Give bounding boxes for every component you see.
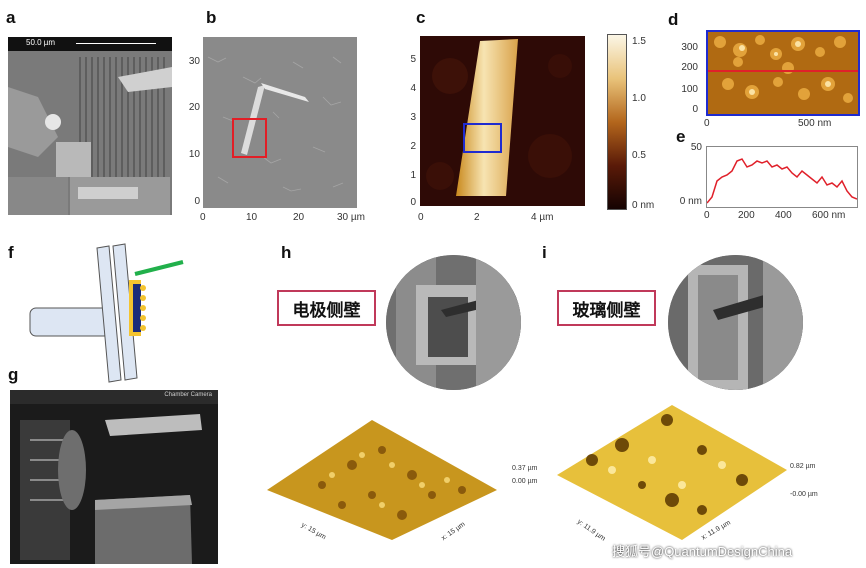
panel-i-z-bottom: -0.00 µm — [790, 491, 818, 498]
panel-e-xtick: 600 nm — [812, 210, 846, 221]
panel-a-sem-image: 50.0 µm — [8, 37, 172, 215]
panel-b-label: b — [206, 8, 217, 27]
panel-c-label: c — [416, 8, 426, 27]
panel-e-ytick: 0 nm — [679, 196, 702, 207]
panel-g-label: g — [8, 365, 19, 384]
panel-c-ytick: 1 — [410, 170, 416, 181]
panel-h-sem-circle — [386, 255, 521, 390]
panel-c-xtick: 0 — [418, 212, 424, 223]
panel-h-z-top: 0.37 µm — [512, 465, 538, 472]
panel-g-camera-image: Chamber Camera — [10, 390, 218, 564]
panel-c-xtick: 4 µm — [531, 212, 554, 223]
panel-b-xtick: 0 — [200, 212, 206, 223]
panel-a-scale-bar — [76, 43, 156, 44]
panel-d-xtick: 500 nm — [798, 118, 832, 129]
panel-d-ytick: 300 — [681, 42, 698, 53]
panel-e-xtick: 400 — [775, 210, 792, 221]
panel-c-xtick: 2 — [474, 212, 480, 223]
panel-b-xtick: 20 — [293, 212, 305, 223]
watermark: 搜狐号@QuantumDesignChina — [612, 544, 793, 559]
panel-c-ytick: 2 — [410, 141, 416, 152]
panel-g-camera-title: Chamber Camera — [164, 392, 212, 398]
panel-e-profile — [706, 146, 858, 208]
panel-d-label: d — [668, 10, 679, 29]
panel-e-xtick: 200 — [738, 210, 755, 221]
panel-b-ytick: 30 — [188, 56, 200, 67]
panel-d-xtick: 0 — [704, 118, 710, 129]
panel-h-z-bottom: 0.00 µm — [512, 478, 538, 485]
panel-c-colorbar-tick: 1.5 — [632, 36, 646, 47]
panel-i-afm-3d — [552, 390, 792, 545]
panel-h-title: 电极侧壁 — [277, 290, 376, 326]
panel-b-xtick: 10 — [246, 212, 258, 223]
panel-c-afm-image — [420, 36, 585, 206]
panel-f-label: f — [8, 243, 14, 262]
panel-b-xtick: 30 µm — [337, 212, 365, 223]
panel-a-scale-text: 50.0 µm — [26, 38, 56, 47]
panel-i-z-top: 0.82 µm — [790, 463, 816, 470]
panel-d-ytick: 100 — [681, 84, 698, 95]
panel-b-ytick: 10 — [188, 149, 200, 160]
panel-i-title: 玻璃侧壁 — [557, 290, 656, 326]
panel-c-ytick: 4 — [410, 83, 416, 94]
panel-a-label: a — [6, 8, 16, 27]
panel-c-ytick: 5 — [410, 54, 416, 65]
panel-c-ytick: 3 — [410, 112, 416, 123]
panel-i-label: i — [542, 243, 547, 262]
panel-c-colorbar — [607, 34, 627, 210]
panel-e-xtick: 0 — [704, 210, 710, 221]
panel-c-colorbar-tick: 0.5 — [632, 150, 646, 161]
panel-b-ytick: 0 — [194, 196, 200, 207]
panel-d-ytick: 0 — [692, 104, 698, 115]
panel-b-sem-image — [203, 37, 357, 208]
panel-d-afm-image — [706, 30, 860, 116]
panel-h-afm-3d — [262, 395, 502, 545]
panel-c-colorbar-tick: 1.0 — [632, 93, 646, 104]
panel-i-sem-circle — [668, 255, 803, 390]
panel-e-label: e — [676, 127, 686, 146]
panel-e-ytick: 50 — [690, 142, 702, 153]
panel-b-ytick: 20 — [188, 102, 200, 113]
panel-f-schematic — [25, 240, 195, 385]
panel-c-ytick: 0 — [410, 197, 416, 208]
panel-d-ytick: 200 — [681, 62, 698, 73]
panel-h-label: h — [281, 243, 292, 262]
panel-c-colorbar-tick: 0 nm — [632, 200, 655, 211]
